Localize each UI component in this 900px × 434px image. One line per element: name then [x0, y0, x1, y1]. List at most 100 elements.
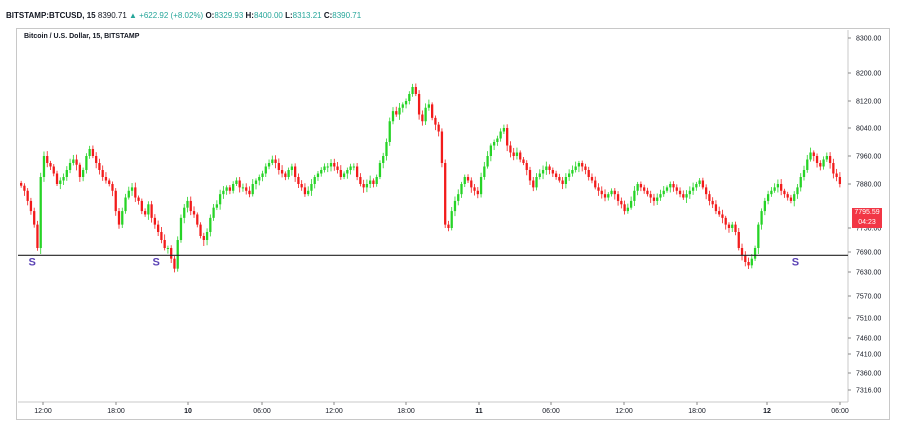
candle-body	[502, 128, 506, 132]
candle-body	[258, 177, 261, 181]
time-tick-label: 11	[475, 408, 483, 415]
candle-body	[91, 149, 95, 156]
candle-body	[147, 204, 150, 215]
candle-body	[202, 236, 205, 240]
candle-body	[150, 204, 153, 218]
candle-body	[763, 200, 766, 212]
candle-body	[117, 211, 121, 225]
last-price: 8390.71	[97, 11, 127, 20]
candle-body	[633, 190, 636, 201]
price-tick-label: 7460.00	[856, 336, 881, 343]
candle-body	[85, 156, 88, 170]
candle-body	[793, 194, 796, 201]
candle-body	[711, 200, 714, 205]
candle-body	[603, 194, 607, 198]
candle-body	[88, 149, 91, 156]
candle-body	[828, 156, 832, 163]
price-tick-label: 7410.00	[856, 352, 881, 359]
candle-body	[23, 185, 26, 191]
candle-body	[757, 224, 760, 248]
candle-body	[166, 248, 170, 249]
candle-body	[121, 211, 124, 225]
candle-body	[36, 224, 39, 248]
candle-body	[783, 190, 786, 195]
candle-body	[342, 173, 346, 177]
current-price-tag: 7795.59	[852, 207, 882, 218]
candle-body	[352, 166, 355, 168]
chart-frame[interactable]	[16, 28, 890, 420]
time-tick-label: 06:00	[831, 408, 849, 415]
candle-body	[130, 187, 134, 191]
candle-body	[215, 204, 218, 208]
candle-body	[72, 159, 75, 163]
candle-body	[26, 190, 29, 201]
candle-body	[81, 170, 85, 177]
price-tick-label: 7690.00	[856, 250, 881, 257]
candle-body	[411, 87, 414, 94]
candle-body	[199, 224, 202, 236]
candle-body	[766, 194, 770, 201]
candle-body	[157, 224, 160, 232]
candle-body	[49, 163, 52, 167]
candle-body	[672, 184, 675, 188]
candle-body	[55, 173, 59, 184]
support-marker-label: S	[152, 256, 159, 268]
candle-body	[359, 177, 362, 184]
candle-body	[577, 163, 581, 167]
time-tick-label: 12:00	[34, 408, 52, 415]
candle-body	[776, 184, 780, 188]
candle-body	[789, 197, 793, 201]
candle-body	[271, 159, 274, 163]
price-tick-label: 7630.00	[856, 270, 881, 277]
candle-body	[173, 258, 176, 269]
candle-body	[137, 197, 140, 201]
close-value: 8390.71	[332, 11, 362, 20]
candle-body	[669, 184, 672, 188]
candle-body	[747, 262, 750, 266]
support-marker-label: S	[792, 256, 799, 268]
symbol-label[interactable]: BITSTAMP:BTCUSD, 15	[6, 11, 96, 20]
time-tick-label: 12:00	[615, 408, 633, 415]
candle-body	[29, 200, 33, 212]
candle-body	[307, 190, 310, 195]
candle-body	[284, 173, 287, 177]
candle-body	[652, 197, 656, 201]
price-tick-label: 7510.00	[856, 316, 881, 323]
price-tick-label: 7880.00	[856, 182, 881, 189]
price-tick-label: 7750.00	[856, 226, 881, 233]
candle-body	[378, 163, 382, 177]
candle-body	[780, 184, 783, 191]
candle-body	[737, 232, 740, 248]
candle-body	[375, 177, 378, 184]
candle-body	[124, 197, 127, 212]
candle-body	[398, 107, 401, 115]
high-label: H:	[245, 11, 254, 20]
candle-body	[832, 163, 835, 174]
candle-body	[796, 187, 799, 195]
candle-body	[140, 200, 143, 212]
candle-body	[678, 190, 682, 195]
candle-body	[473, 187, 476, 191]
candle-body	[479, 177, 483, 195]
candle-body	[218, 194, 222, 205]
candle-body	[238, 180, 241, 188]
candle-body	[626, 207, 629, 212]
candle-body	[568, 173, 571, 177]
candle-body	[812, 152, 815, 156]
candle-body	[434, 117, 437, 125]
candle-body	[815, 156, 819, 163]
candle-body	[509, 145, 512, 153]
candle-body	[59, 180, 62, 184]
candle-body	[241, 187, 245, 189]
candle-body	[835, 173, 838, 177]
candle-body	[515, 152, 519, 156]
high-value: 8400.00	[253, 11, 283, 20]
candle-body	[483, 166, 486, 177]
candle-body	[108, 180, 111, 184]
candle-body	[313, 177, 316, 184]
candle-body	[714, 204, 718, 212]
candle-body	[196, 214, 199, 225]
price-tick-label: 7960.00	[856, 154, 881, 161]
candle-body	[825, 156, 828, 160]
